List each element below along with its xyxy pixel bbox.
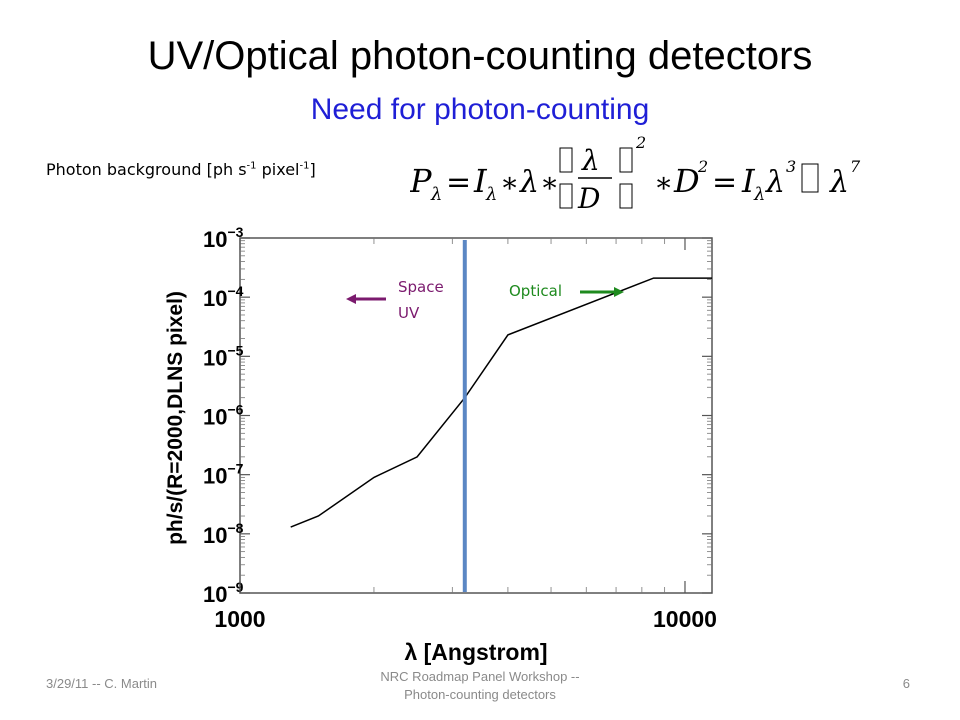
y-tick-label: 10−7 <box>203 461 244 489</box>
x-tick-label: 10000 <box>653 606 717 632</box>
svg-text:λ: λ <box>519 165 539 200</box>
svg-text:7: 7 <box>850 157 861 176</box>
svg-text:∗: ∗ <box>654 166 673 199</box>
svg-text:2: 2 <box>697 157 708 176</box>
background-label-exp1: -1 <box>246 160 257 172</box>
svg-text:λ: λ <box>753 184 765 205</box>
x-axis-label: λ [Angstrom] <box>404 639 547 665</box>
annotation-space-uv-line1: Space <box>398 278 444 296</box>
svg-text:P: P <box>410 162 432 200</box>
svg-text:I: I <box>741 162 756 200</box>
svg-text:λ: λ <box>430 184 442 205</box>
annotation-space-uv: Space UV <box>346 278 444 322</box>
annotation-space-uv-line2: UV <box>398 304 420 322</box>
svg-text:λ: λ <box>829 165 849 200</box>
background-label-exp2: -1 <box>299 160 310 172</box>
space-uv-arrowhead-icon <box>346 294 356 304</box>
y-tick-label: 10−3 <box>203 224 244 252</box>
slide-title: UV/Optical photon-counting detectors <box>147 34 813 78</box>
background-label-text: Photon background [ph s <box>46 160 247 179</box>
footer-event-line2: Photon-counting detectors <box>404 687 556 702</box>
y-tick-label: 10−4 <box>203 283 244 311</box>
annotation-optical-text: Optical <box>509 282 562 300</box>
svg-text:3: 3 <box>786 157 796 176</box>
y-axis-label: ph/s/(R=2000,DLNS pixel) <box>164 291 187 545</box>
y-tick-label: 10−6 <box>203 402 244 430</box>
svg-text:2: 2 <box>635 133 646 152</box>
annotation-optical: Optical <box>509 282 624 300</box>
background-label: Photon background [ph s-1 pixel-1] <box>46 160 316 179</box>
background-formula: P λ = I λ ∗ λ ∗ λ D 2 ∗ D 2 = I λ λ 3 λ … <box>410 133 861 215</box>
svg-text:=: = <box>446 165 471 200</box>
svg-text:∗: ∗ <box>500 166 519 199</box>
y-tick-label: 10−9 <box>203 579 244 607</box>
svg-text:λ: λ <box>485 184 497 205</box>
svg-text:D: D <box>577 182 600 215</box>
background-series-line <box>290 277 712 528</box>
svg-text:λ: λ <box>581 144 600 177</box>
footer-page-number: 6 <box>902 676 910 691</box>
svg-text:λ: λ <box>765 165 785 200</box>
optical-arrowhead-icon <box>614 287 624 297</box>
background-label-end: ] <box>309 160 316 179</box>
svg-text:I: I <box>473 162 488 200</box>
y-tick-label: 10−8 <box>203 520 244 548</box>
svg-text:=: = <box>712 165 737 200</box>
x-tick-label: 1000 <box>214 606 265 632</box>
svg-text:∗: ∗ <box>540 166 559 199</box>
background-label-mid: pixel <box>256 160 300 179</box>
footer-event-line1: NRC Roadmap Panel Workshop -- <box>380 669 580 684</box>
footer-event: NRC Roadmap Panel Workshop -- Photon-cou… <box>330 668 630 704</box>
svg-text:D: D <box>673 162 700 200</box>
plot-frame <box>239 237 713 594</box>
footer-date-author: 3/29/11 -- C. Martin <box>46 676 158 691</box>
slide-subtitle: Need for photon-counting <box>310 93 650 126</box>
y-tick-label: 10−5 <box>203 342 244 370</box>
